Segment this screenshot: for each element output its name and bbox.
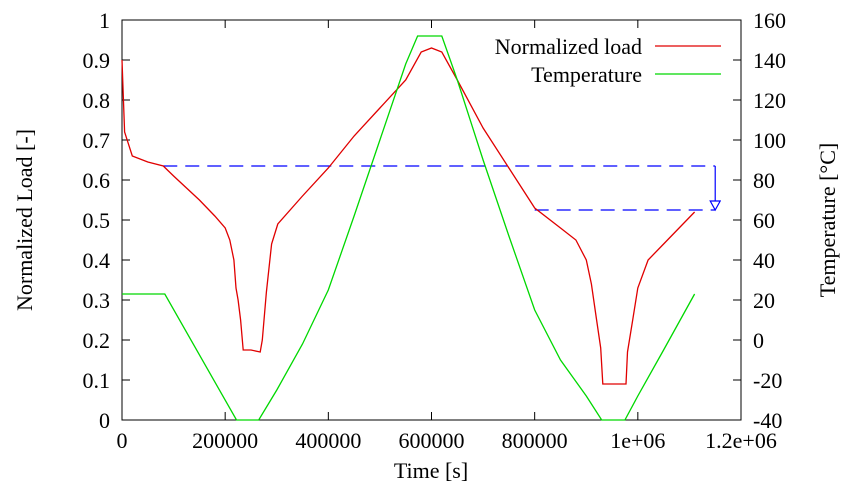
y-axis-title: Normalized Load [-] bbox=[12, 129, 37, 311]
y-tick-label: 0.9 bbox=[83, 48, 111, 73]
y2-tick-label: 80 bbox=[753, 168, 775, 193]
y-tick-label: 0.5 bbox=[83, 208, 111, 233]
x-tick-label: 1.2e+06 bbox=[705, 428, 777, 453]
plot-frame bbox=[121, 19, 742, 421]
y2-tick-label: 120 bbox=[753, 88, 786, 113]
y-tick-label: 1 bbox=[99, 8, 110, 33]
series-line bbox=[121, 47, 696, 385]
y2-tick-label: -20 bbox=[753, 368, 782, 393]
y-tick-label: 0.2 bbox=[83, 328, 111, 353]
y2-axis-title: Temperature [°C] bbox=[815, 143, 840, 297]
y2-tick-label: 20 bbox=[753, 288, 775, 313]
y-tick-label: 0.6 bbox=[83, 168, 111, 193]
legend-label: Temperature bbox=[531, 62, 642, 87]
series-line bbox=[122, 35, 696, 421]
y2-tick-label: 60 bbox=[753, 208, 775, 233]
y2-tick-label: 140 bbox=[753, 48, 786, 73]
y2-tick-label: 40 bbox=[753, 248, 775, 273]
y-tick-label: 0.7 bbox=[83, 128, 111, 153]
x-tick-label: 0 bbox=[117, 428, 128, 453]
y-tick-label: 0.3 bbox=[83, 288, 111, 313]
x-tick-label: 1e+06 bbox=[610, 428, 665, 453]
x-tick-label: 200000 bbox=[192, 428, 258, 453]
y-tick-label: 0.8 bbox=[83, 88, 111, 113]
legend-label: Normalized load bbox=[495, 34, 642, 59]
x-tick-label: 400000 bbox=[295, 428, 361, 453]
y-tick-label: 0.4 bbox=[83, 248, 111, 273]
y2-tick-label: -40 bbox=[753, 408, 782, 433]
y2-tick-label: 160 bbox=[753, 8, 786, 33]
y-tick-label: 0 bbox=[99, 408, 110, 433]
y2-tick-label: 100 bbox=[753, 128, 786, 153]
y2-tick-label: 0 bbox=[753, 328, 764, 353]
x-axis-title: Time [s] bbox=[394, 458, 468, 483]
x-tick-label: 800000 bbox=[502, 428, 568, 453]
y-tick-label: 0.1 bbox=[83, 368, 111, 393]
x-tick-label: 600000 bbox=[399, 428, 465, 453]
